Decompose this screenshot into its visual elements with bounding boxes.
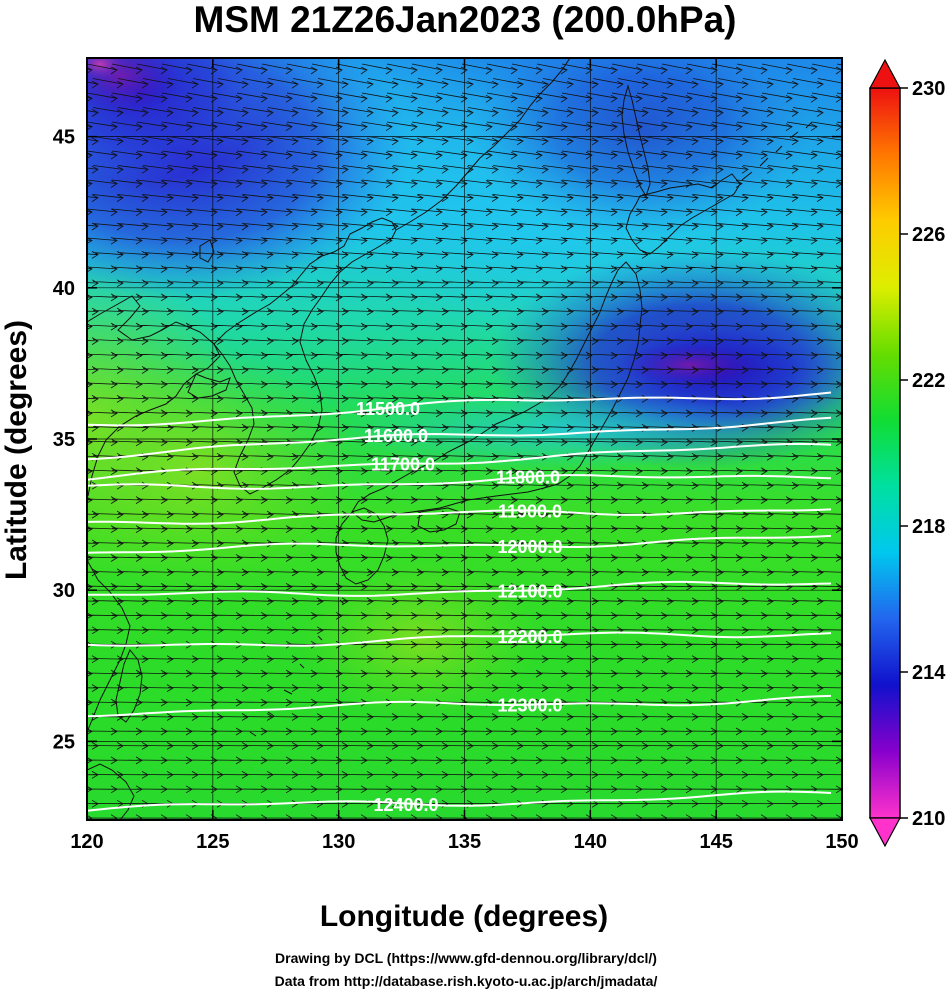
y-tick-label: 40 [53,278,75,300]
colorbar-tick-label: 210 [912,808,945,830]
contour-line [87,694,832,718]
x-tick-label: 140 [574,831,607,853]
contour-line [87,416,832,461]
chart-title: MSM 21Z26Jan2023 (200.0hPa) [194,0,737,40]
x-tick-label: 145 [699,831,732,853]
contour-line [87,534,832,554]
y-axis-label: Latitude (degrees) [0,320,33,580]
colorbar-tick-label: 230 [912,78,945,100]
x-tick-label: 125 [196,831,229,853]
contour-label: 12100.0 [497,582,562,602]
colorbar-tick-label: 226 [912,224,945,246]
colorbar-min-triangle [868,817,902,848]
contour-line [87,474,832,490]
credit-line-2: Data from http://database.rish.kyoto-u.a… [275,973,658,989]
credit-line-1: Drawing by DCL (https://www.gfd-dennou.o… [275,950,657,966]
colorbar-tick-label: 218 [912,516,945,538]
contour-label: 12300.0 [497,696,562,716]
y-tick-label: 30 [53,580,75,602]
contour-line [87,508,832,525]
contour-line [87,631,832,647]
y-axis: 25 30 35 40 45 [53,127,842,753]
x-tick-label: 130 [322,831,355,853]
contour-label: 12200.0 [497,627,562,647]
contour-line [87,580,832,597]
colorbar-max-triangle [868,58,902,89]
wind-arrow-field [87,63,842,820]
x-tick-label: 120 [70,831,103,853]
x-axis: 120 125 130 135 140 145 150 [70,58,859,853]
contour-label: 12400.0 [373,795,438,815]
contour-labels: 11500.0 11600.0 11700.0 11800.0 11900.0 12000… [356,399,563,815]
colorbar-scale [869,87,901,819]
x-axis-label: Longitude (degrees) [320,900,608,933]
contour-label: 12000.0 [497,537,562,557]
contour-line [87,391,832,427]
contour-line [87,790,832,812]
height-contours [87,391,832,812]
y-tick-label: 45 [53,127,75,149]
contour-label: 11700.0 [371,455,435,475]
contour-label: 11800.0 [496,468,560,488]
y-tick-label: 35 [53,429,75,451]
x-tick-label: 135 [448,831,481,853]
colorbar: 210 214 218 222 226 230 [868,58,946,848]
colorbar-tick-label: 222 [912,370,945,392]
contour-label: 11600.0 [364,426,428,446]
colorbar-tick-label: 214 [912,662,946,684]
contour-label: 11900.0 [498,502,562,522]
y-tick-label: 25 [53,731,75,753]
wind-vectors [87,63,842,820]
x-tick-label: 150 [825,831,858,853]
contour-label: 11500.0 [356,399,420,419]
contour-line [87,443,832,481]
temperature-field: 11500.0 11600.0 11700.0 11800.0 11900.0 12000… [87,58,842,820]
